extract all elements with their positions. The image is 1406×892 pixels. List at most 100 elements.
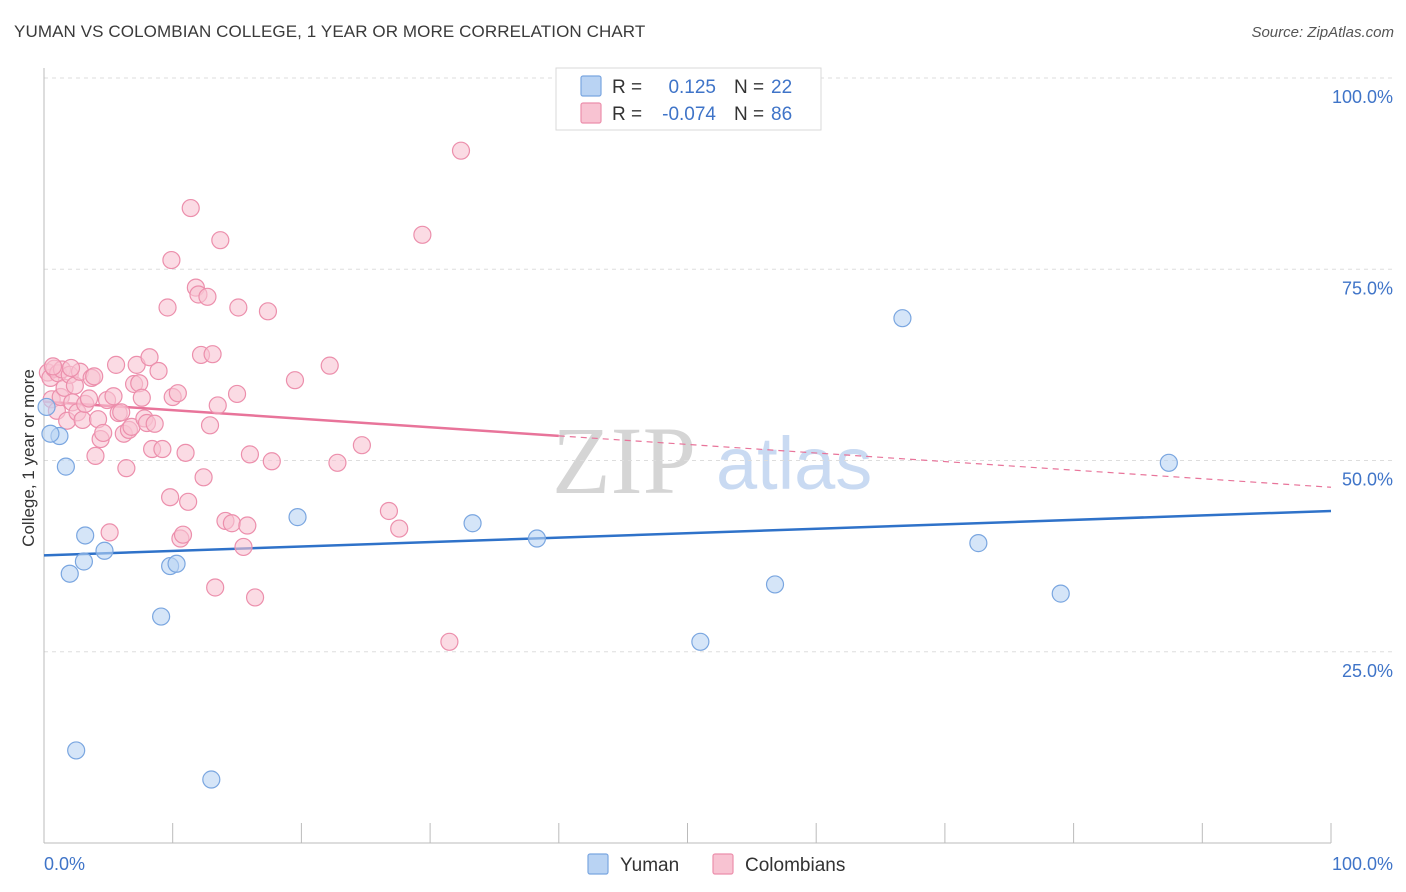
point-colombians	[206, 578, 225, 597]
point-colombians	[390, 519, 409, 538]
grid	[44, 77, 1392, 653]
x-tick-label: 0.0%	[44, 854, 85, 874]
bottom-legend-label-colombians: Colombians	[745, 855, 845, 876]
point-yuman	[67, 741, 86, 760]
point-colombians	[451, 141, 471, 160]
point-colombians	[238, 516, 257, 535]
point-colombians	[100, 523, 119, 542]
bottom-legend-swatch-colombians	[712, 853, 734, 875]
point-yuman	[893, 309, 912, 328]
point-yuman	[167, 554, 186, 573]
point-colombians	[440, 632, 459, 651]
point-colombians	[117, 459, 136, 478]
point-yuman	[288, 508, 307, 527]
watermark-atlas: atlas	[716, 422, 872, 505]
legend: R = 0.125 N = 22 R = -0.074 N = 86	[555, 67, 822, 131]
legend-n-label: N =	[734, 104, 764, 125]
point-yuman	[76, 526, 95, 545]
y-tick-label: 100.0%	[1332, 87, 1393, 107]
point-colombians	[227, 384, 247, 404]
point-yuman	[1159, 453, 1178, 472]
point-yuman	[60, 564, 79, 583]
y-tick-label: 25.0%	[1342, 661, 1393, 681]
point-colombians	[245, 588, 265, 607]
legend-r-label: R =	[612, 104, 642, 125]
point-colombians	[86, 446, 105, 466]
point-colombians	[194, 468, 213, 487]
legend-n-value: 22	[771, 77, 792, 98]
data-points	[37, 141, 1178, 789]
point-colombians	[285, 371, 305, 390]
point-yuman	[1051, 584, 1070, 603]
y-tick-label: 50.0%	[1342, 470, 1393, 490]
point-yuman	[463, 514, 482, 533]
bottom-legend: Yuman Colombians	[587, 853, 845, 876]
legend-swatch-yuman	[580, 75, 602, 97]
tick-labels: 100.0% 75.0% 50.0% 25.0% 0.0% 100.0%	[44, 87, 1393, 874]
trendlines	[43, 400, 1332, 557]
point-colombians	[173, 525, 193, 544]
point-yuman	[37, 397, 56, 417]
x-tick-label: 100.0%	[1332, 854, 1393, 874]
legend-r-value: -0.074	[662, 104, 716, 125]
point-colombians	[161, 488, 180, 507]
point-colombians	[181, 198, 200, 218]
point-colombians	[258, 302, 278, 321]
point-colombians	[85, 367, 104, 386]
point-yuman	[152, 607, 171, 626]
legend-n-label: N =	[734, 77, 764, 98]
bottom-legend-label-yuman: Yuman	[620, 855, 679, 876]
point-colombians	[94, 423, 113, 443]
point-colombians	[198, 287, 217, 306]
point-colombians	[179, 492, 198, 511]
point-yuman	[691, 632, 710, 651]
trendline-colombians	[43, 400, 559, 438]
point-colombians	[222, 514, 242, 533]
y-axis-title: College, 1 year or more	[19, 369, 38, 547]
point-colombians	[132, 388, 151, 407]
point-colombians	[149, 361, 168, 381]
point-colombians	[61, 358, 81, 378]
point-colombians	[320, 356, 339, 375]
point-colombians	[168, 384, 187, 403]
point-colombians	[158, 298, 177, 317]
point-yuman	[202, 770, 221, 789]
point-yuman	[56, 457, 75, 476]
point-colombians	[211, 231, 230, 250]
watermark: ZIP atlas	[552, 407, 872, 514]
y-tick-label: 75.0%	[1342, 278, 1393, 298]
trendline-colombians-dashed	[558, 435, 1332, 488]
point-yuman	[765, 575, 785, 594]
chart-source: Source: ZipAtlas.com	[1251, 24, 1394, 41]
legend-n-value: 86	[771, 104, 792, 125]
point-yuman	[527, 529, 547, 548]
point-colombians	[203, 345, 222, 364]
point-yuman	[95, 541, 114, 560]
point-colombians	[112, 403, 131, 422]
point-yuman	[969, 534, 988, 553]
point-colombians	[200, 416, 220, 435]
bottom-legend-swatch-yuman	[587, 853, 609, 875]
trendline-yuman	[43, 509, 1332, 557]
point-colombians	[413, 225, 432, 244]
point-colombians	[73, 410, 92, 430]
point-colombians	[145, 414, 164, 433]
point-colombians	[79, 389, 99, 408]
point-colombians	[106, 355, 126, 374]
point-colombians	[352, 436, 371, 455]
legend-swatch-colombians	[580, 102, 602, 124]
chart-title: YUMAN VS COLOMBIAN COLLEGE, 1 YEAR OR MO…	[14, 22, 646, 41]
axes	[43, 68, 1332, 844]
point-colombians	[153, 439, 172, 459]
point-colombians	[328, 453, 347, 472]
legend-r-value: 0.125	[668, 77, 716, 98]
point-colombians	[162, 250, 181, 270]
point-yuman	[74, 552, 93, 571]
point-colombians	[43, 357, 63, 376]
legend-r-label: R =	[612, 77, 642, 98]
point-colombians	[208, 396, 227, 415]
point-colombians	[140, 348, 159, 367]
point-colombians	[229, 298, 248, 317]
point-colombians	[104, 387, 123, 406]
